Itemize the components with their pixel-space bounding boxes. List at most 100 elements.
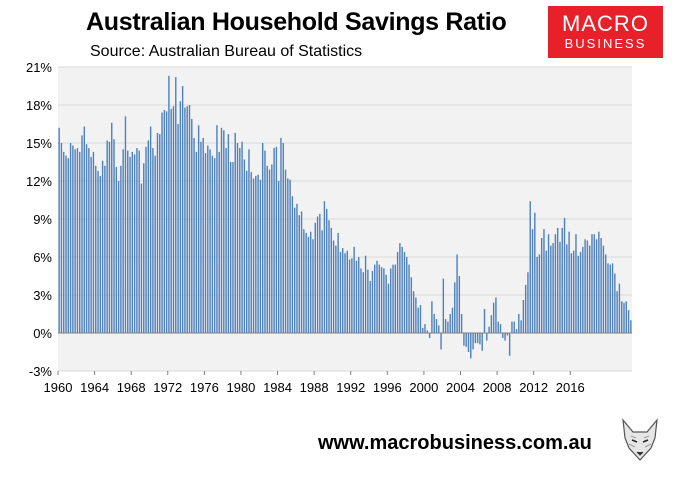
bar — [513, 321, 515, 333]
bar — [111, 122, 113, 333]
bar — [563, 217, 566, 333]
bar — [273, 148, 275, 333]
bar — [444, 319, 447, 333]
bar — [451, 307, 454, 333]
bar — [518, 314, 520, 333]
bar — [566, 244, 568, 333]
bar — [346, 250, 348, 333]
bar — [332, 240, 335, 333]
bar — [284, 169, 287, 333]
bar — [547, 234, 550, 333]
bar — [399, 243, 401, 333]
y-tick-label: -3% — [29, 364, 53, 379]
bar — [522, 300, 525, 333]
bar — [138, 150, 140, 333]
bar — [277, 181, 280, 333]
bar — [213, 158, 216, 333]
bar — [92, 151, 95, 333]
bar — [408, 264, 410, 333]
bar — [364, 255, 367, 333]
bar — [239, 148, 241, 333]
bar — [250, 172, 252, 333]
bar — [165, 111, 168, 333]
bar — [264, 150, 266, 333]
y-tick-label: 3% — [33, 288, 52, 303]
bar — [406, 257, 408, 333]
bar — [280, 137, 282, 333]
bar — [616, 291, 618, 333]
bar — [309, 231, 312, 333]
bar — [538, 254, 541, 333]
bar — [303, 229, 305, 333]
bar — [467, 333, 470, 352]
bar — [488, 326, 490, 333]
bar — [193, 137, 195, 333]
y-tick-label: 6% — [33, 250, 52, 265]
bar — [355, 260, 358, 333]
bar — [387, 283, 390, 333]
x-tick-label: 1992 — [336, 380, 365, 395]
bar — [88, 148, 90, 333]
bar — [127, 150, 129, 333]
bar — [403, 251, 406, 333]
bar — [177, 124, 179, 333]
bar — [579, 251, 582, 333]
bar — [520, 320, 522, 333]
bar — [188, 105, 191, 333]
bar — [458, 276, 461, 333]
bar — [330, 227, 332, 333]
bar — [328, 220, 330, 333]
bar — [351, 258, 353, 333]
bar — [378, 264, 381, 333]
bar — [191, 118, 193, 334]
bar — [385, 274, 387, 333]
bar — [72, 145, 74, 333]
bar — [275, 146, 278, 333]
bar — [470, 333, 472, 359]
bar — [410, 277, 413, 333]
bar — [524, 284, 527, 333]
x-tick-label: 1976 — [190, 380, 219, 395]
bar — [497, 321, 499, 333]
bar — [271, 164, 273, 333]
bar — [499, 324, 502, 333]
bar — [154, 155, 156, 333]
bar — [417, 307, 419, 333]
bar — [152, 148, 154, 333]
bar — [435, 319, 438, 333]
bar — [63, 151, 65, 333]
bar — [550, 245, 552, 333]
bar — [369, 281, 371, 333]
bar — [588, 245, 591, 333]
bar — [225, 148, 227, 333]
bar — [83, 126, 86, 333]
bar — [627, 310, 630, 333]
bar — [490, 315, 493, 333]
bar — [552, 243, 554, 333]
macrobusiness-logo[interactable]: MACRO BUSINESS — [548, 6, 663, 58]
bar — [145, 146, 147, 333]
bar — [618, 283, 621, 333]
x-tick-label: 1964 — [80, 380, 109, 395]
footer-url[interactable]: www.macrobusiness.com.au — [318, 432, 592, 454]
bar — [531, 229, 534, 333]
bar — [124, 116, 127, 334]
bar — [129, 156, 131, 333]
bar — [337, 232, 339, 333]
x-tick-label: 2008 — [483, 380, 512, 395]
bar — [602, 245, 605, 333]
bar — [168, 75, 170, 334]
bar — [463, 333, 465, 346]
bar — [243, 159, 246, 333]
x-tick-label: 2004 — [446, 380, 475, 395]
bar — [353, 246, 355, 333]
bar — [101, 160, 104, 333]
bar — [401, 246, 403, 333]
x-tick-label: 2016 — [556, 380, 585, 395]
bar — [479, 333, 481, 345]
bar — [307, 236, 310, 333]
bar — [358, 257, 360, 333]
bar — [527, 272, 529, 333]
bar — [454, 282, 456, 333]
bar — [611, 263, 614, 333]
